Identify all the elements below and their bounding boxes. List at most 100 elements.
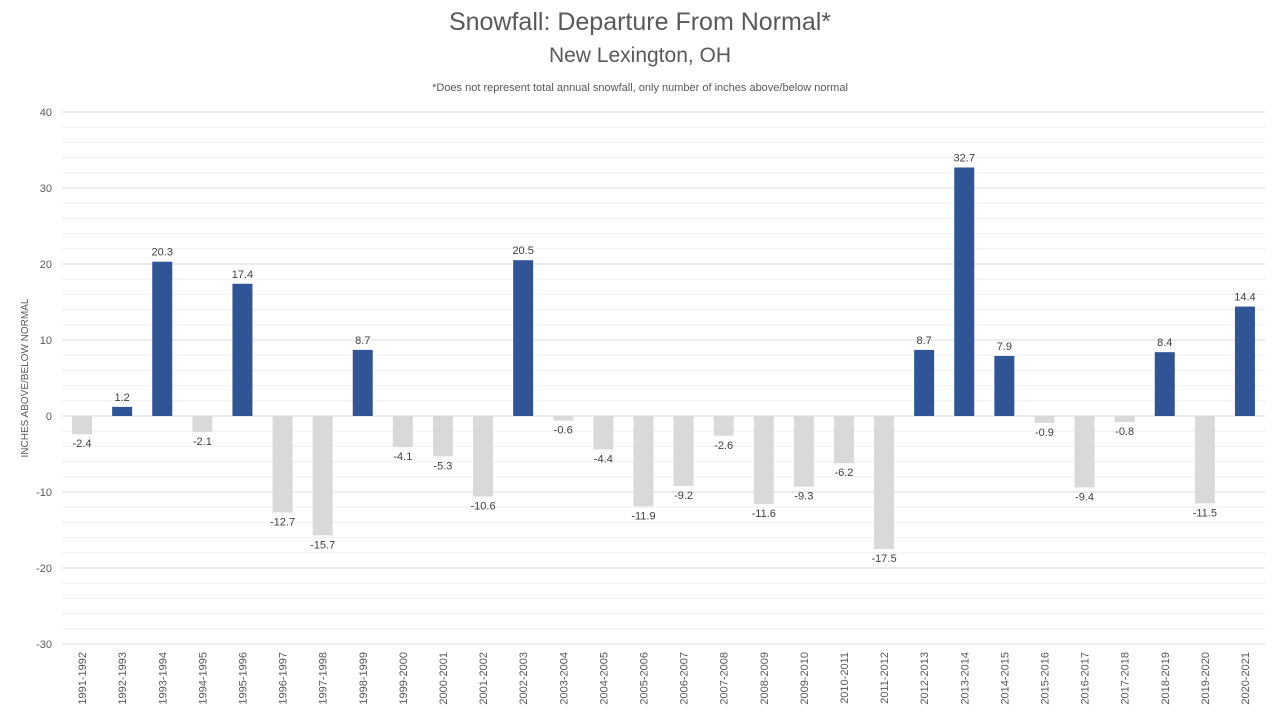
- bar: [192, 416, 213, 432]
- data-label: -4.1: [393, 451, 412, 463]
- data-label: 8.4: [1157, 337, 1172, 349]
- bar: [793, 416, 814, 487]
- x-tick-label: 2018-2019: [1160, 652, 1172, 705]
- data-label: 17.4: [232, 269, 253, 281]
- bar: [1074, 416, 1095, 488]
- bar: [272, 416, 293, 513]
- chart-subtitle: New Lexington, OH: [548, 44, 732, 67]
- x-tick-label: 2016-2017: [1080, 652, 1092, 705]
- bar: [874, 416, 895, 549]
- data-label: 8.7: [917, 335, 932, 347]
- y-tick-label: 10: [40, 335, 52, 347]
- bar: [673, 416, 694, 486]
- data-label: -0.6: [554, 425, 573, 437]
- y-tick-label: -20: [36, 563, 52, 575]
- bar: [753, 416, 774, 505]
- data-label: -2.1: [193, 436, 212, 448]
- data-label: -4.4: [594, 453, 613, 465]
- data-label: -9.3: [794, 491, 813, 503]
- bar: [432, 416, 453, 457]
- x-tick-label: 1996-1997: [278, 652, 290, 705]
- x-tick-label: 2003-2004: [558, 652, 570, 705]
- data-label: -11.5: [1193, 507, 1217, 519]
- data-label: -9.4: [1075, 491, 1094, 503]
- x-tick-label: 2010-2011: [839, 652, 851, 704]
- x-tick-label: 2006-2007: [679, 652, 691, 705]
- data-label: 20.5: [512, 245, 533, 257]
- bar: [954, 167, 975, 416]
- bar: [914, 349, 935, 416]
- bar: [513, 260, 534, 416]
- data-label: -17.5: [872, 553, 897, 565]
- x-tick-label: 2004-2005: [598, 652, 610, 705]
- data-label: 14.4: [1234, 292, 1255, 304]
- bar: [312, 416, 333, 536]
- y-tick-label: 30: [40, 183, 52, 195]
- data-label: 32.7: [954, 152, 975, 164]
- bar: [232, 283, 253, 416]
- x-tick-label: 1999-2000: [398, 652, 410, 705]
- x-tick-label: 2002-2003: [518, 652, 530, 705]
- data-label: -2.6: [714, 440, 733, 452]
- x-tick-label: 2005-2006: [638, 652, 650, 705]
- data-label: 20.3: [152, 247, 173, 259]
- bar: [994, 355, 1015, 416]
- data-label: -11.9: [631, 510, 655, 522]
- y-tick-label: 40: [40, 107, 52, 119]
- x-tick-label: 1997-1998: [318, 652, 330, 705]
- data-label: 7.9: [997, 341, 1012, 353]
- x-tick-label: 2014-2015: [999, 652, 1011, 705]
- x-tick-label: 1998-1999: [358, 652, 370, 705]
- y-tick-label: 0: [46, 411, 52, 423]
- bar: [1034, 416, 1055, 423]
- chart-title: Snowfall: Departure From Normal*: [448, 8, 832, 36]
- x-tick-label: 2012-2013: [919, 652, 931, 705]
- x-tick-label: 2013-2014: [959, 652, 971, 705]
- data-label: -10.6: [471, 501, 496, 513]
- data-label: -15.7: [310, 539, 335, 551]
- x-tick-label: 1992-1993: [117, 652, 129, 705]
- bar: [112, 406, 133, 416]
- bar: [1194, 416, 1215, 504]
- x-tick-label: 1995-1996: [237, 652, 249, 705]
- x-tick-label: 2008-2009: [759, 652, 771, 705]
- data-label: -2.4: [73, 438, 92, 450]
- bar: [593, 416, 614, 450]
- x-tick-label: 2020-2021: [1240, 652, 1252, 705]
- x-tick-label: 2017-2018: [1120, 652, 1132, 705]
- bar: [1234, 306, 1255, 416]
- y-axis-title: INCHES ABOVE/BELOW NORMAL: [20, 298, 31, 457]
- x-tick-label: 2000-2001: [438, 652, 450, 705]
- chart-note: *Does not represent total annual snowfal…: [432, 82, 848, 94]
- bar: [72, 416, 93, 435]
- y-tick-label: 20: [40, 259, 52, 271]
- x-tick-label: 2001-2002: [478, 652, 490, 705]
- bar: [152, 261, 173, 416]
- data-label: -5.3: [433, 460, 452, 472]
- x-tick-label: 2009-2010: [799, 652, 811, 705]
- bar: [833, 416, 854, 464]
- data-label: -0.8: [1115, 426, 1134, 438]
- bar: [633, 416, 654, 507]
- y-tick-label: -10: [36, 487, 52, 499]
- x-tick-label: 2007-2008: [719, 652, 731, 705]
- x-tick-label: 1991-1992: [77, 652, 89, 705]
- x-tick-label: 2019-2020: [1200, 652, 1212, 705]
- bar: [392, 416, 413, 448]
- bar: [1114, 416, 1135, 423]
- data-label: -0.9: [1035, 427, 1054, 439]
- data-label: -12.7: [270, 517, 295, 529]
- bar: [473, 416, 494, 497]
- data-label: -11.6: [752, 508, 776, 520]
- data-label: -9.2: [674, 490, 693, 502]
- bar: [553, 416, 574, 421]
- x-tick-label: 2011-2012: [879, 652, 891, 704]
- x-tick-label: 1994-1995: [197, 652, 209, 705]
- x-tick-label: 2015-2016: [1039, 652, 1051, 705]
- data-label: 8.7: [355, 335, 370, 347]
- x-tick-label: 1993-1994: [157, 652, 169, 705]
- y-tick-label: -30: [36, 639, 52, 651]
- bar: [713, 416, 734, 436]
- bar: [1154, 352, 1175, 416]
